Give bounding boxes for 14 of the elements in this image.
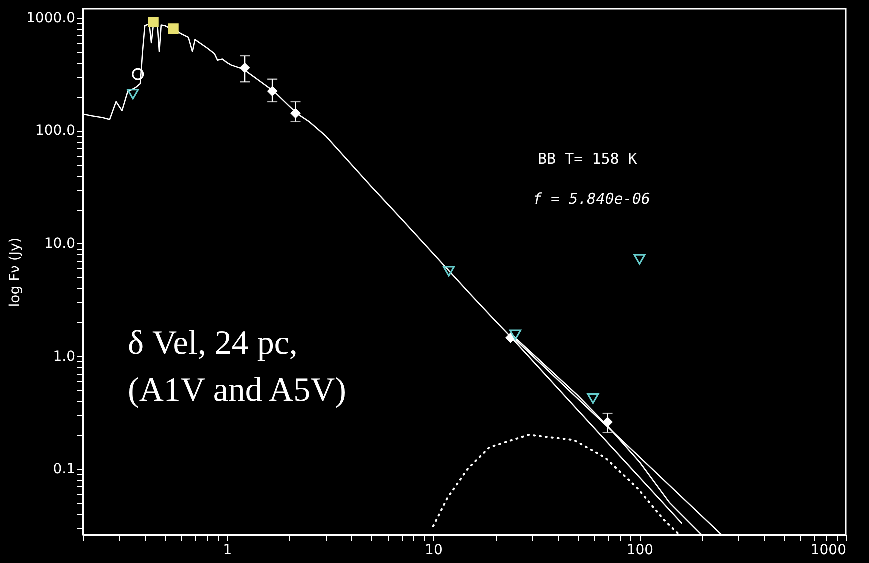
y-axis-title: log Fν (Jy) <box>8 238 24 308</box>
y-tick-label: 0.1 <box>53 462 76 478</box>
annotation: (A1V and A5V) <box>128 372 346 409</box>
x-tick-label: 10 <box>425 542 443 558</box>
annotation: δ Vel, 24 pc, <box>128 325 298 362</box>
x-tick-label: 1000 <box>810 542 846 558</box>
x-tick-label: 100 <box>626 542 654 558</box>
y-tick-label: 100.0 <box>35 123 76 140</box>
x-tick-label: 1 <box>223 542 232 558</box>
y-tick-label: 10.0 <box>44 236 76 252</box>
y-tick-label: 1.0 <box>53 348 76 365</box>
y-tick-label: 1000.0 <box>26 10 76 26</box>
annotation: f = 5.840e-06 <box>533 190 650 208</box>
annotation: BB T= 158 K <box>538 150 638 168</box>
